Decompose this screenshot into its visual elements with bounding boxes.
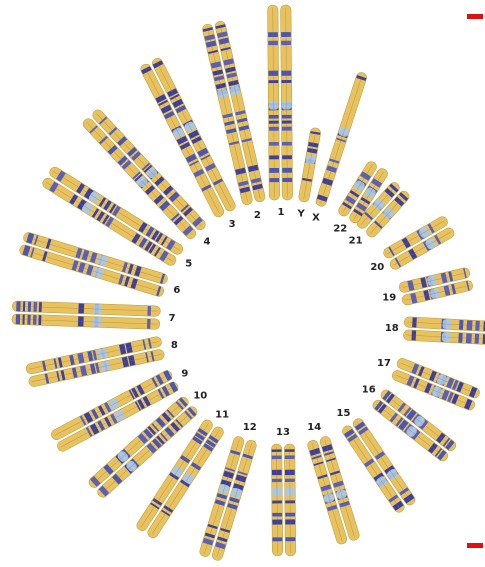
chromatid-split	[320, 75, 363, 204]
chromosome-pair	[356, 182, 410, 238]
chromosome-label: 17	[377, 358, 391, 369]
chromatid-split	[151, 430, 220, 535]
chromatid-split	[342, 164, 373, 213]
chromatid-split	[376, 403, 445, 458]
chromosome-label: 1	[278, 207, 285, 218]
chromosome-pair	[307, 436, 360, 545]
chromosome-label: 22	[333, 224, 347, 235]
chromatid-split	[395, 374, 472, 406]
chromosome-pair	[372, 389, 457, 462]
chromosome-label: 11	[215, 409, 229, 420]
chromatid-split	[219, 24, 261, 199]
chromosome-pair	[136, 419, 224, 539]
chromatid-split	[14, 318, 157, 325]
chromatid-split	[144, 67, 220, 214]
chromosome-pair	[398, 267, 473, 306]
chromosome-label: 10	[193, 391, 207, 402]
chromatid-split	[29, 341, 159, 370]
chromosome-pair	[199, 436, 257, 561]
chromatid-split	[346, 429, 401, 509]
chromosome-pair	[42, 166, 184, 266]
chromosome-label: 9	[181, 369, 188, 380]
chromosome-pair	[140, 57, 236, 218]
chromatid-split	[406, 334, 485, 340]
chromatid-split	[393, 231, 451, 266]
chromatid-split	[26, 236, 165, 280]
chromatid-split	[353, 171, 384, 220]
chromatid-split	[140, 423, 209, 528]
chromosome-ring	[11, 4, 485, 561]
chromosome-label: Y	[296, 209, 305, 220]
chromosome-label: 16	[362, 385, 376, 396]
chromosome-label: 12	[243, 422, 257, 433]
chromosome-pair	[82, 109, 206, 239]
chromosome-label: 14	[307, 422, 321, 433]
chromosome-pair	[403, 316, 485, 345]
chromosome-label: 3	[229, 219, 236, 230]
chromosome-pair	[383, 216, 455, 270]
chromosome-label: 19	[382, 292, 396, 303]
chromatid-split	[46, 182, 173, 262]
chromatid-split	[31, 354, 162, 383]
chromosome-pair	[342, 418, 416, 513]
chromosome-label: 8	[171, 340, 178, 351]
chromatid-split	[405, 285, 470, 301]
chromosome-label: 5	[185, 259, 192, 270]
chromatid-split	[22, 249, 161, 292]
chromatid-split	[86, 122, 193, 236]
chromatid-split	[402, 272, 467, 288]
chromosome-pair	[391, 358, 480, 411]
chromatid-split	[303, 130, 316, 199]
chromosome-pair	[267, 4, 293, 201]
chromosome-pair	[51, 370, 179, 452]
chromatid-split	[15, 305, 158, 312]
chromatid-split	[52, 171, 180, 251]
chromatid-split	[60, 386, 175, 448]
chromatid-split	[272, 8, 275, 198]
chromosome-label: 6	[173, 285, 180, 296]
chromosome-pair	[11, 300, 161, 330]
marker	[467, 14, 483, 19]
chromatid-split	[324, 439, 355, 538]
chromatid-split	[204, 439, 240, 554]
marker	[467, 543, 483, 548]
chromatid-split	[92, 400, 185, 484]
chromosome-label: 15	[337, 408, 351, 419]
chromosome-label: 13	[276, 427, 290, 438]
chromatid-split	[96, 113, 202, 227]
chromatid-split	[360, 185, 396, 225]
chromosome-pair	[338, 161, 388, 224]
chromatid-split	[400, 362, 477, 394]
chromatid-split	[384, 393, 453, 447]
chromatid-split	[101, 410, 194, 494]
chromosome-label: X	[312, 212, 320, 223]
chromatid-split	[54, 374, 169, 436]
chromosome-pair	[271, 443, 296, 557]
chromosome-pair	[25, 336, 165, 387]
chromatid-split	[156, 61, 232, 208]
chromatid-split	[312, 443, 343, 542]
chromatid-split	[370, 194, 406, 234]
chromatid-split	[407, 321, 485, 327]
chromosome-pair	[19, 232, 168, 297]
chromatid-split	[276, 447, 278, 554]
chromosome-label: 7	[169, 313, 176, 324]
chromatid-split	[285, 7, 288, 197]
chromatid-split	[216, 443, 252, 558]
chromatid-split	[357, 421, 412, 502]
chromosome-label: 21	[349, 235, 363, 246]
chromosome-label: 20	[370, 262, 384, 273]
chromosome-label: 18	[385, 323, 399, 334]
chromosome-label: 4	[204, 237, 211, 248]
chromosome-label: 2	[254, 210, 261, 221]
chromosome-pair	[88, 396, 198, 498]
chromatid-split	[289, 446, 291, 553]
chromosome-pair	[298, 127, 321, 203]
chromosome-pair	[315, 72, 367, 207]
chromatid-split	[386, 220, 445, 255]
chromatid-split	[207, 27, 248, 202]
chromosome-pair	[202, 20, 266, 206]
